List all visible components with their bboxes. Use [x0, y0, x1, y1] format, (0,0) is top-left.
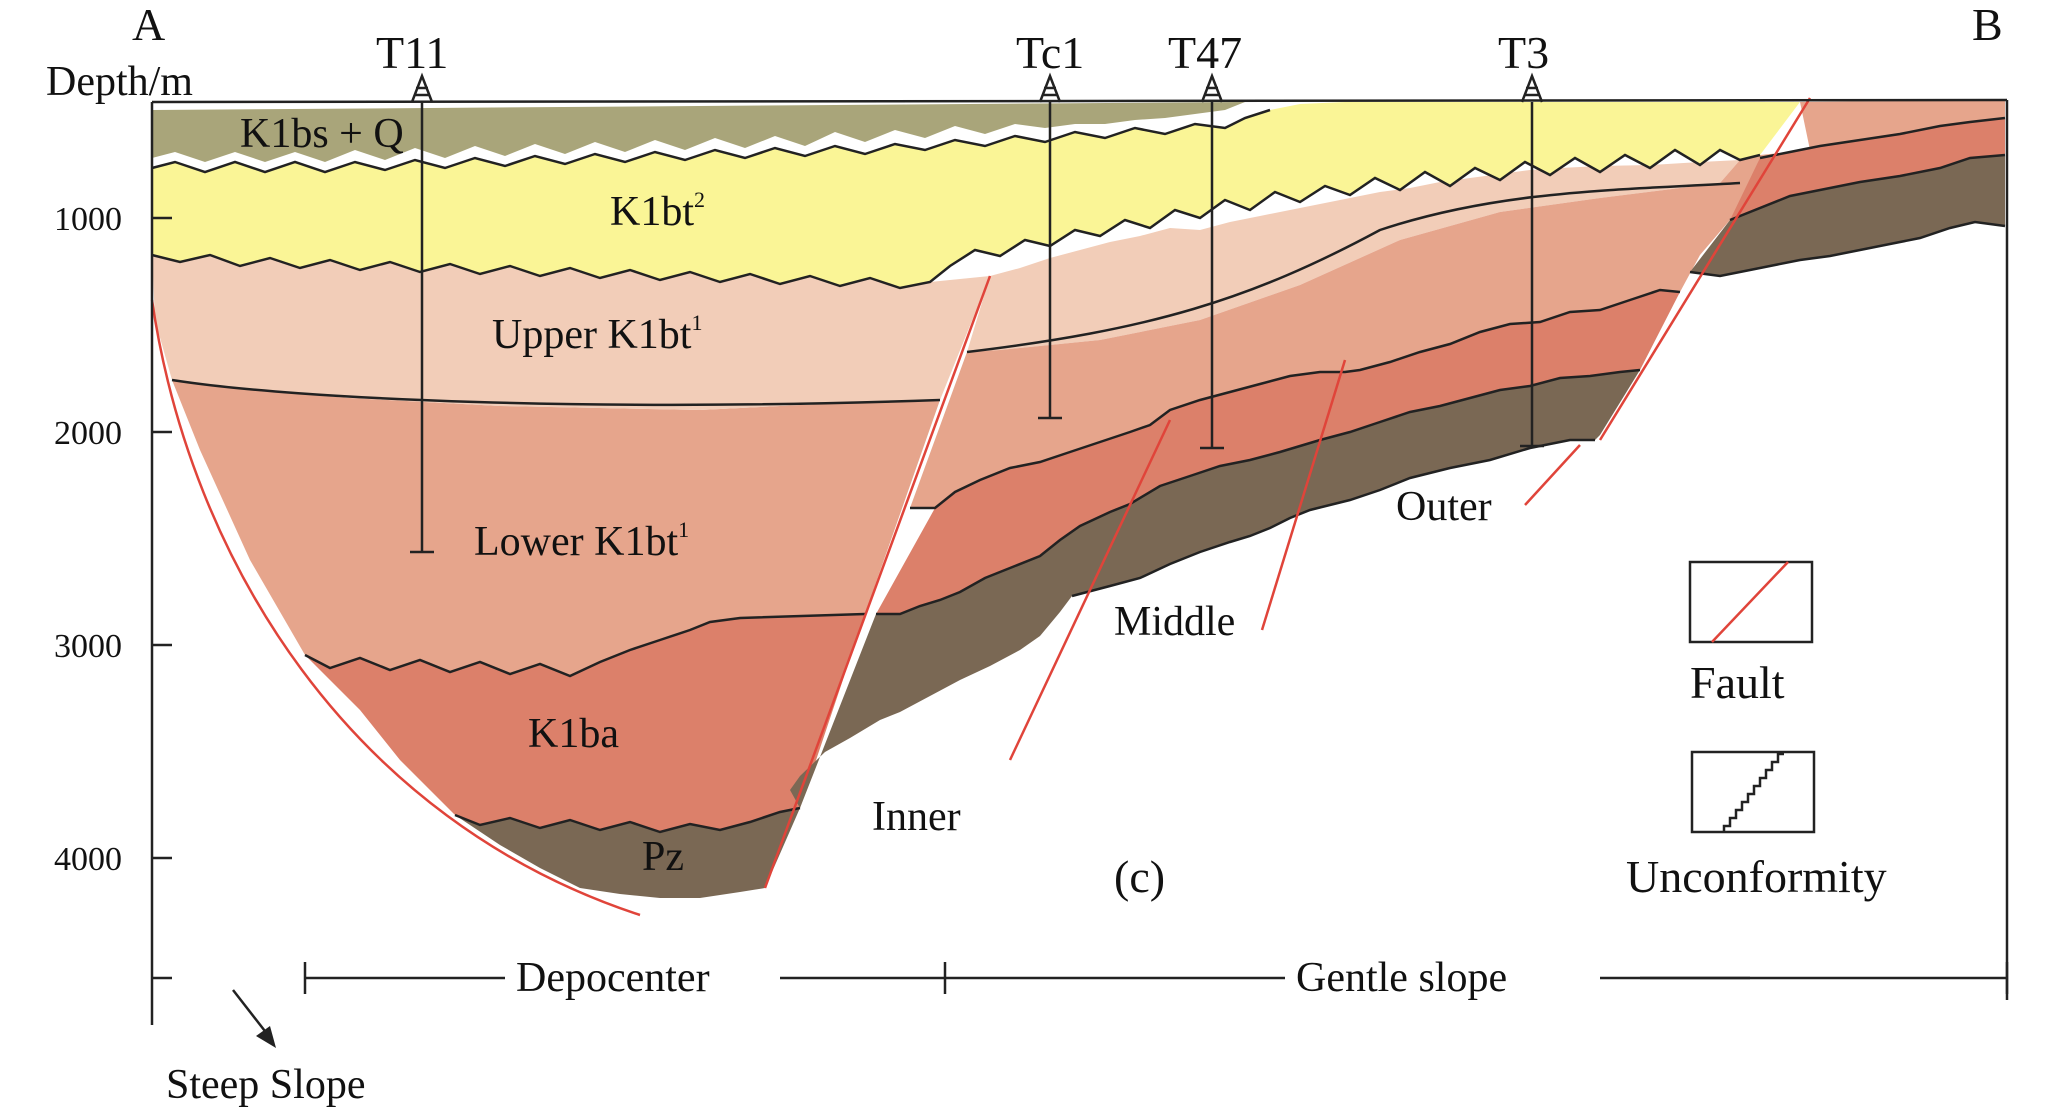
layer-label-upper-k1bt1-base: Upper K1bt: [492, 312, 692, 358]
layer-k1bt1-east-block: [1760, 100, 2005, 158]
unconformity-k1ba-top: [304, 612, 866, 678]
pz-base-slope: [1071, 438, 1595, 598]
fault-depocenter: [763, 275, 992, 889]
unconformity-east-block: [1759, 116, 2006, 160]
unconformity-pz-top-slope: [876, 368, 1641, 616]
unconformity-k1bt2-base: [151, 148, 1761, 290]
fault-outer: [1598, 97, 1812, 441]
layer-upper-k1bt1-depocenter: [152, 255, 990, 410]
layer-label-upper-k1bt1: Upper K1bt1: [492, 310, 702, 358]
surface-line: [151, 98, 2008, 104]
tick-label-2000: 2000: [54, 415, 122, 452]
layer-label-k1bt2-sup: 2: [694, 187, 705, 212]
layer-k1ba-east-block: [1730, 118, 2005, 220]
layer-label-k1bt2: K1bt2: [610, 187, 705, 235]
layer-label-pz: Pz: [642, 834, 684, 880]
layer-label-lower-k1bt1-base: Lower K1bt: [474, 519, 678, 565]
layer-lower-k1bt1-slope: [910, 150, 1810, 508]
legend: [1688, 560, 1816, 834]
derrick-icon: [1038, 72, 1062, 103]
derrick-icon: [410, 72, 434, 103]
layer-upper-k1bt1-slope: [967, 160, 1740, 352]
arrow-head-icon: [256, 1026, 276, 1048]
endpoint-a: A: [132, 0, 165, 50]
legend-label-unconformity: Unconformity: [1626, 851, 1887, 902]
well-label-t3: T3: [1498, 27, 1549, 78]
layer-label-k1bt2-base: K1bt: [610, 189, 694, 235]
well-label-t11: T11: [376, 27, 448, 78]
zone-label-outer: Outer: [1396, 484, 1492, 530]
fault-inner: [1008, 419, 1172, 761]
legend-unconformity-line: [1722, 752, 1784, 832]
well-tc1: [1038, 72, 1062, 420]
k1bt1-internal-boundary-slope: [966, 181, 1741, 354]
wells: [410, 72, 1544, 554]
layer-k1bs-q: [152, 102, 1245, 162]
layer-lower-k1bt1-depocenter: [172, 380, 940, 676]
legend-label-fault: Fault: [1690, 657, 1785, 708]
endpoint-b: B: [1972, 0, 2003, 50]
k1bt1-internal-boundary: [171, 378, 941, 407]
well-label-tc1: Tc1: [1016, 27, 1084, 78]
zone-label-steep-slope: Steep Slope: [166, 1062, 365, 1108]
unconformity-k1bs-base: [151, 108, 1271, 174]
faults: [150, 97, 1812, 917]
depth-axis: [150, 98, 2009, 1025]
axis-title: Depth/m: [46, 59, 193, 105]
layer-k1ba-depocenter: [305, 614, 865, 832]
layer-label-lower-k1bt1: Lower K1bt1: [474, 517, 689, 565]
tick-label-1000: 1000: [54, 201, 122, 238]
unconformity-lines: [151, 108, 2006, 834]
basin-layers: [152, 100, 2005, 898]
fault-outer-lower: [1524, 444, 1581, 506]
well-t3: [1520, 72, 1544, 448]
zone-label-depocenter: Depocenter: [516, 955, 710, 1001]
layer-pz-east-block: [1690, 155, 2005, 276]
zone-label-middle: Middle: [1114, 599, 1235, 645]
unconformity-east-block-2: [1729, 153, 2006, 222]
steep-slope-arrow: [232, 989, 276, 1048]
tick-label-3000: 3000: [54, 628, 122, 665]
unconformity-pz-top: [454, 806, 801, 834]
boundary-fault-steep: [150, 299, 641, 917]
unconformity-east-block-3: [1689, 220, 2006, 278]
layer-k1bt2: [152, 102, 1800, 288]
layer-label-k1ba: K1ba: [528, 711, 619, 757]
zone-ruler: [303, 962, 2009, 994]
layer-label-upper-k1bt1-sup: 1: [691, 310, 702, 335]
panel-label: (c): [1114, 851, 1165, 902]
layer-label-lower-k1bt1-sup: 1: [678, 517, 689, 542]
zone-label-inner: Inner: [872, 794, 961, 840]
labels: A B Depth/m 1000 2000 3000 4000 T11 Tc1 …: [46, 0, 2003, 1108]
derrick-icon: [1520, 72, 1544, 103]
fault-middle: [1260, 359, 1347, 631]
legend-fault-line: [1711, 561, 1789, 643]
layer-pz-depocenter: [455, 808, 800, 898]
well-t11: [410, 72, 434, 554]
well-label-t47: T47: [1168, 27, 1242, 78]
zone-label-gentle-slope: Gentle slope: [1296, 955, 1507, 1001]
layer-pz-slope: [790, 370, 1640, 808]
layer-label-k1bs-q: K1bs + Q: [240, 111, 404, 157]
well-t47: [1200, 72, 1224, 450]
unconformity-k1ba-top-slope: [910, 288, 1681, 510]
tick-label-4000: 4000: [54, 841, 122, 878]
derrick-icon: [1200, 72, 1224, 103]
